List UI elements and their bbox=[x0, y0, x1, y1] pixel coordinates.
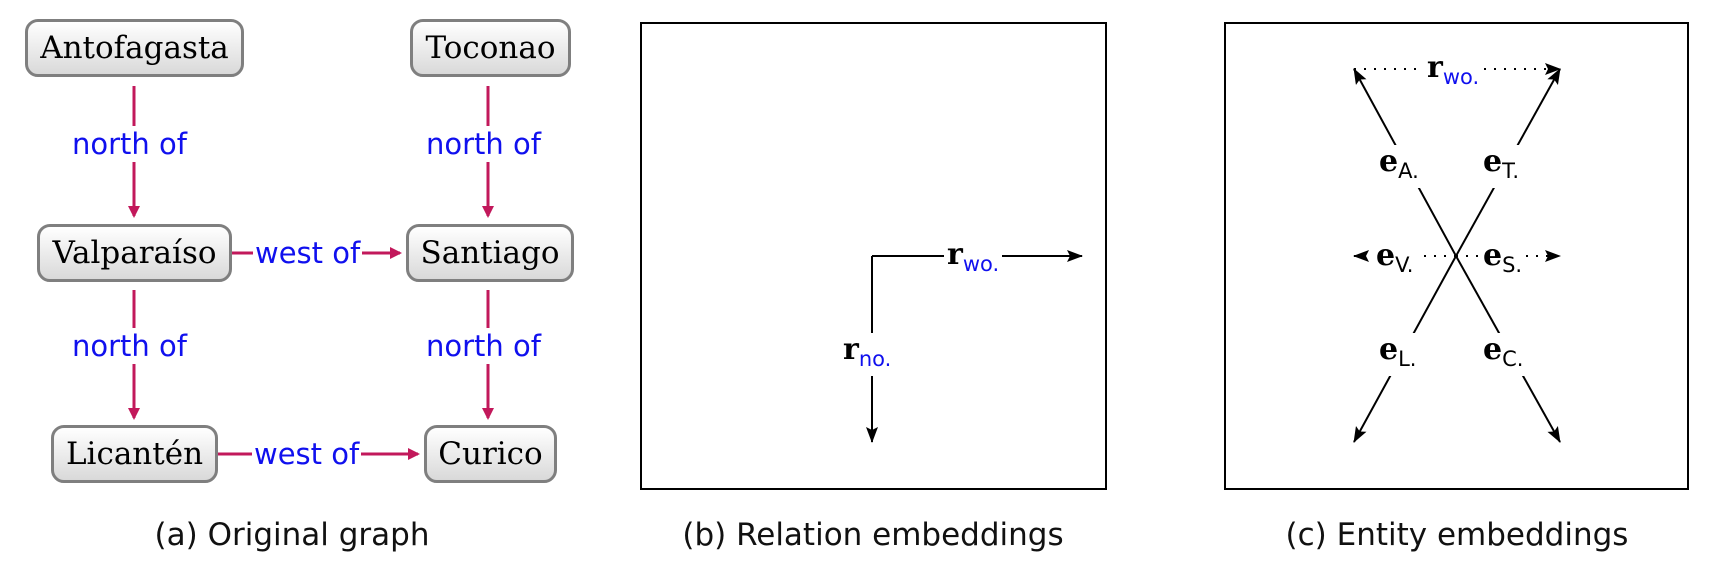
label-e-v: eV. bbox=[1373, 239, 1417, 282]
label-r-no: rno. bbox=[840, 333, 895, 376]
edge-label-licanten-curico: west of bbox=[252, 436, 362, 472]
edge-label-valparaiso-licanten: north of bbox=[70, 328, 189, 364]
label-r-wo-entity: rwo. bbox=[1424, 51, 1483, 94]
caption-entity-embeddings: (c) Entity embeddings bbox=[1285, 517, 1629, 553]
edge-label-santiago-curico: north of bbox=[424, 328, 543, 364]
label-e-l: eL. bbox=[1376, 333, 1420, 376]
label-e-c: eC. bbox=[1480, 333, 1527, 376]
caption-original-graph: (a) Original graph bbox=[154, 517, 430, 553]
node-antofagasta: Antofagasta bbox=[25, 19, 244, 77]
node-licanten: Licantén bbox=[51, 425, 218, 483]
label-e-a: eA. bbox=[1376, 145, 1422, 188]
label-r-wo: rwo. bbox=[944, 238, 1003, 281]
label-e-s: eS. bbox=[1480, 239, 1526, 282]
node-curico: Curico bbox=[424, 425, 557, 483]
node-toconao: Toconao bbox=[410, 19, 571, 77]
edge-label-valparaiso-santiago: west of bbox=[253, 235, 363, 271]
edge-label-antofagasta-valparaiso: north of bbox=[70, 126, 189, 162]
label-e-t: eT. bbox=[1480, 145, 1523, 188]
edge-label-toconao-santiago: north of bbox=[424, 126, 543, 162]
node-santiago: Santiago bbox=[406, 224, 574, 282]
caption-relation-embeddings: (b) Relation embeddings bbox=[682, 517, 1064, 553]
node-valparaiso: Valparaíso bbox=[37, 224, 232, 282]
